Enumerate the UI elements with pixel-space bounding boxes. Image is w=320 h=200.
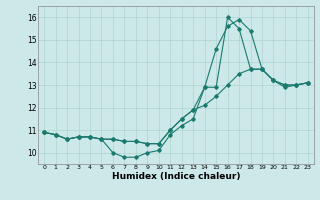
X-axis label: Humidex (Indice chaleur): Humidex (Indice chaleur) — [112, 172, 240, 181]
